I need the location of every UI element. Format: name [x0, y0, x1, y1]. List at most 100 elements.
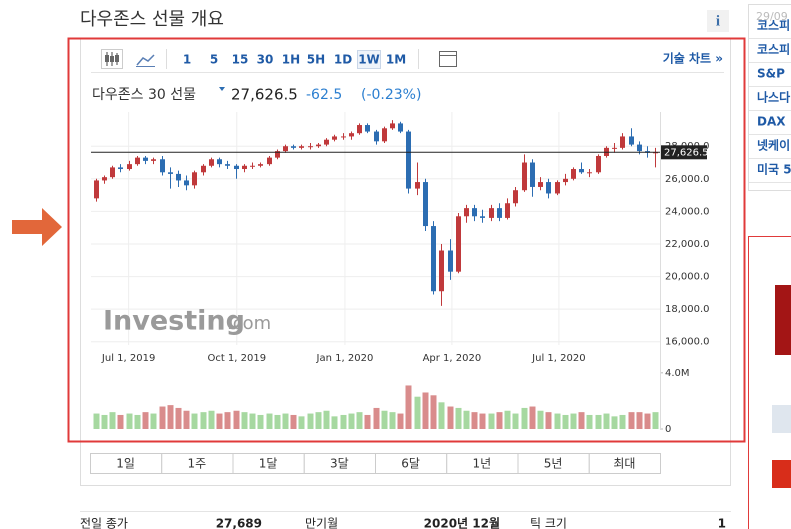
volume-bar	[373, 407, 380, 429]
info-button[interactable]: i	[716, 13, 720, 29]
last-price-badge	[661, 145, 707, 160]
range-button[interactable]: 5년	[544, 457, 563, 471]
sidebar-item[interactable]: S&P	[757, 67, 785, 81]
details-row: 전일 종가 27,689 만기월 2020년 12월 틱 크기 1	[80, 511, 731, 529]
interval-button[interactable]: 30	[257, 53, 274, 67]
sidebar-item[interactable]: 코스피	[757, 18, 790, 33]
volume-bar	[159, 406, 166, 429]
volume-bar	[249, 413, 256, 429]
volume-bar	[422, 392, 429, 429]
y-tick-label: 24,000.0	[665, 206, 710, 217]
candle-body	[489, 208, 494, 218]
ad-image	[772, 460, 791, 488]
sidebar-item[interactable]: DAX	[757, 115, 786, 129]
range-button[interactable]: 최대	[613, 457, 635, 471]
volume-bar	[307, 413, 314, 429]
candle-body	[538, 182, 543, 187]
pointer-arrow	[12, 208, 62, 246]
volume-bar	[488, 413, 495, 429]
volume-bar	[257, 414, 264, 429]
candle-body	[448, 250, 453, 272]
volume-bar	[298, 416, 305, 429]
sidebar-item[interactable]: 나스다	[757, 90, 790, 105]
volume-bar	[282, 413, 289, 429]
volume-bar	[200, 412, 207, 429]
candle-body	[250, 165, 255, 167]
candle-body	[530, 162, 535, 187]
active-interval-box	[357, 50, 381, 69]
candle-body	[151, 159, 156, 161]
info-box[interactable]	[707, 10, 729, 32]
ad-image	[775, 285, 791, 355]
range-button[interactable]: 6달	[401, 457, 420, 471]
candle-body	[242, 165, 247, 170]
range-button[interactable]: 1달	[259, 457, 278, 471]
candle-body	[291, 146, 296, 148]
candle-body	[472, 208, 477, 217]
volume-bar	[504, 410, 511, 429]
candle-body	[209, 159, 214, 166]
advanced-chart-link[interactable]: 기술 차트 »	[663, 51, 723, 66]
volume-bar	[405, 385, 412, 429]
range-button[interactable]: 1년	[473, 457, 492, 471]
candle-glyph-bodies	[105, 55, 119, 62]
range-button-box[interactable]	[588, 453, 661, 474]
candle-body	[341, 136, 346, 138]
volume-bar	[274, 414, 281, 429]
sidebar-item[interactable]: 넷케이	[757, 138, 790, 153]
sidebar-item[interactable]: 코스피	[757, 42, 790, 57]
candle-body	[382, 128, 387, 142]
interval-button[interactable]: 1M	[386, 53, 406, 67]
volume-bar	[216, 413, 223, 429]
interval-button[interactable]: 1W	[358, 53, 380, 67]
detail-label: 틱 크기	[530, 517, 567, 529]
candle-body	[546, 182, 551, 194]
candle-body	[563, 178, 568, 183]
interval-button[interactable]: 1H	[282, 53, 300, 67]
volume-bar	[554, 413, 561, 429]
candle-body	[464, 208, 469, 217]
price-change: -62.5	[306, 87, 342, 103]
sidebar-panel	[748, 4, 791, 191]
candle-body	[620, 136, 625, 148]
sidebar-item[interactable]: 미국 5	[757, 162, 791, 177]
candle-body	[160, 159, 165, 173]
candle-body	[110, 167, 115, 178]
interval-button[interactable]: 5H	[307, 53, 325, 67]
volume-bar	[471, 412, 478, 429]
interval-button[interactable]: 1	[183, 53, 191, 67]
last-price-label: 27,626.5	[664, 147, 709, 158]
volume-bar	[479, 413, 486, 429]
candle-body	[579, 169, 584, 173]
interval-button[interactable]: 5	[210, 53, 218, 67]
volume-bar	[619, 414, 626, 429]
plot-background	[91, 112, 660, 429]
volume-bar	[570, 413, 577, 429]
volume-bar	[595, 414, 602, 429]
volume-bar	[348, 413, 355, 429]
calendar-icon[interactable]	[439, 51, 457, 67]
volume-bar	[150, 413, 157, 429]
candle-body	[127, 164, 132, 170]
candle-body	[480, 216, 485, 218]
line-icon[interactable]	[136, 54, 155, 66]
volume-tick-label: 4.0M	[665, 368, 690, 379]
volume-bar	[644, 413, 651, 429]
candle-body	[456, 216, 461, 272]
highlight-box	[67, 37, 746, 443]
candle-body	[406, 131, 411, 189]
candle-body	[398, 123, 403, 132]
interval-button[interactable]: 15	[232, 53, 249, 67]
volume-bar	[93, 413, 100, 429]
volume-bar	[183, 410, 190, 429]
candle-body	[118, 167, 123, 170]
range-button[interactable]: 1주	[188, 457, 207, 471]
candle-body	[431, 226, 436, 292]
range-button[interactable]: 1일	[116, 457, 135, 471]
interval-button[interactable]: 1D	[334, 53, 352, 67]
detail-value: 2020년 12월	[424, 516, 500, 529]
candle-body	[143, 157, 148, 161]
range-button[interactable]: 3달	[330, 457, 349, 471]
candle-body	[275, 151, 280, 158]
candle-body	[225, 164, 230, 166]
